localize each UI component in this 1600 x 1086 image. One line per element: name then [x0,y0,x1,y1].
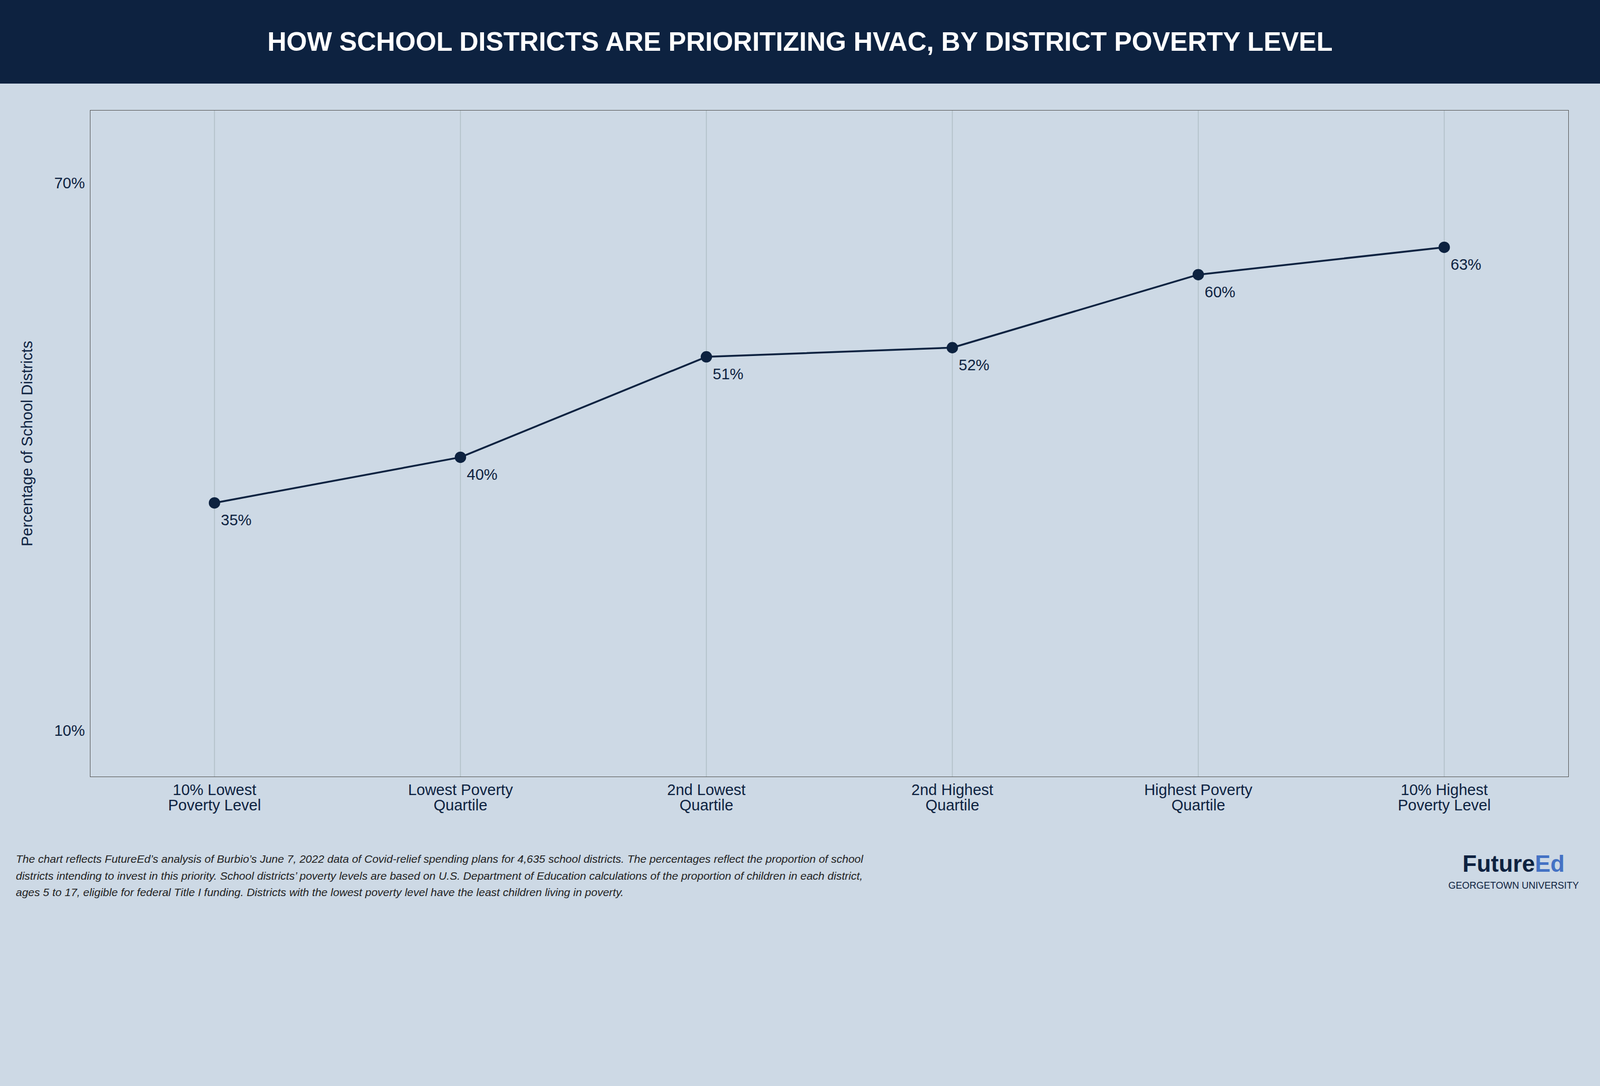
svg-text:10% HighestPoverty Level: 10% HighestPoverty Level [1397,781,1492,814]
svg-text:Percentage of School Districts: Percentage of School Districts [18,340,36,546]
svg-text:Highest PovertyQuartile: Highest PovertyQuartile [1144,781,1253,814]
svg-text:40%: 40% [467,465,498,483]
svg-text:52%: 52% [958,356,990,374]
html-text:Future Ed: Future Ed [1462,850,1565,877]
svg-text:10% LowestPoverty Level: 10% LowestPoverty Level [168,781,262,814]
svg-text:2nd LowestQuartile: 2nd LowestQuartile [666,781,746,814]
svg-text:51%: 51% [712,365,744,383]
svg-text:35%: 35% [221,511,252,529]
svg-text:63%: 63% [1450,256,1482,273]
svg-text:Lowest PovertyQuartile: Lowest PovertyQuartile [407,781,514,814]
html-text:The chart reflects FutureEd’s: The chart reflects FutureEd’s analysis o… [15,852,864,899]
svg-text:70%: 70% [53,174,85,192]
svg-text:2nd HighestQuartile: 2nd HighestQuartile [911,781,994,814]
svg-text:10%: 10% [53,721,85,739]
html-text:GEORGETOWN UNIVERSITY: GEORGETOWN UNIVERSITY [1448,880,1579,891]
html-text:HOW SCHOOL DISTRICTS ARE PRIOR: HOW SCHOOL DISTRICTS ARE PRIORITIZING HV… [267,26,1333,57]
svg-text:60%: 60% [1204,283,1236,301]
